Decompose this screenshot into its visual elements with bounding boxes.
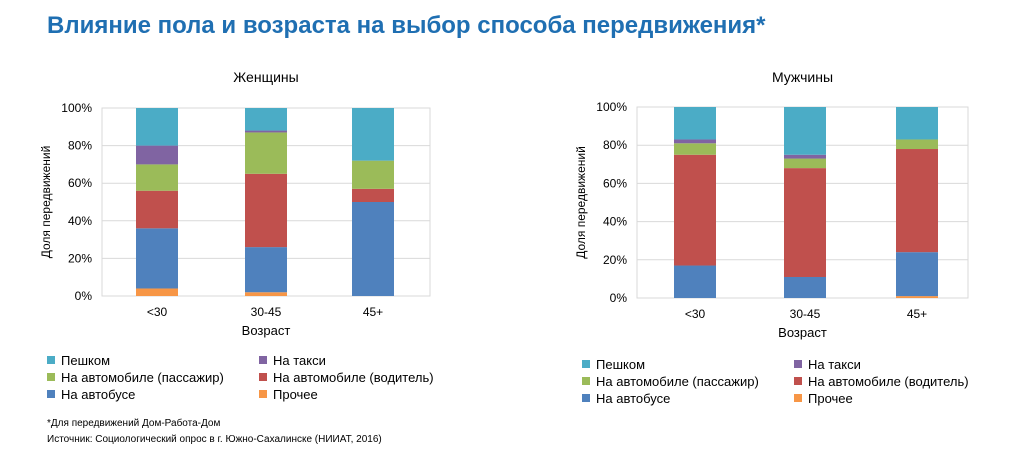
footnote-note: *Для передвижений Дом-Работа-Дом [47, 418, 221, 429]
women-bar-segment [245, 132, 287, 174]
men-x-axis-title: Возраст [778, 325, 827, 340]
women-y-tick-label: 100% [61, 101, 92, 115]
legend-women-item: На автомобиле (водитель) [259, 369, 479, 385]
legend-men-item: Прочее [794, 390, 1012, 406]
legend-women-item: На автомобиле (пассажир) [47, 369, 259, 385]
women-x-tick-label: <30 [147, 305, 168, 319]
men-bar-segment [896, 107, 938, 140]
men-bar-segment [674, 265, 716, 298]
legend-men: Пешком На такси На автомобиле (пассажир) На… [582, 356, 1012, 406]
legend-men-item: На такси [794, 356, 1012, 372]
men-bar-segment [674, 107, 716, 140]
men-bar-segment [674, 154, 716, 266]
legend-label: Прочее [273, 386, 318, 402]
legend-swatch [582, 394, 590, 402]
women-bar-segment [352, 188, 394, 202]
legend-swatch [794, 360, 802, 368]
women-bar-segment [245, 173, 287, 248]
legend-label: Пешком [61, 352, 111, 368]
women-bar-segment [352, 160, 394, 189]
legend-label: Прочее [808, 390, 853, 406]
women-bar-segment [136, 288, 178, 296]
men-bar-segment [784, 107, 826, 155]
legend-label: На автобусе [61, 386, 136, 402]
women-bar-segment [352, 202, 394, 296]
women-chart-title: Женщины [233, 69, 298, 85]
legend-label: На автомобиле (пассажир) [596, 373, 759, 389]
legend-women-item: На автобусе [47, 386, 259, 402]
legend-men-item: На автомобиле (пассажир) [582, 373, 794, 389]
women-bar-segment [245, 247, 287, 293]
legend-women-item: Пешком [47, 352, 259, 368]
legend-label: Пешком [596, 356, 646, 372]
legend-swatch [582, 360, 590, 368]
men-bar-segment [896, 149, 938, 253]
men-y-tick-label: 20% [603, 253, 627, 267]
women-y-axis-title: Доля передвижений [39, 146, 53, 259]
legend-men-item: На автобусе [582, 390, 794, 406]
women-bar-segment [136, 108, 178, 146]
legend-swatch [794, 377, 802, 385]
legend-label: На такси [808, 356, 861, 372]
legend-swatch [794, 394, 802, 402]
men-y-tick-label: 60% [603, 176, 627, 190]
women-y-tick-label: 0% [75, 289, 93, 303]
men-y-axis-title: Доля передвижений [574, 146, 588, 259]
men-y-tick-label: 40% [603, 215, 627, 229]
men-x-tick-label: 45+ [907, 307, 927, 321]
men-bar-segment [896, 296, 938, 298]
men-bar-segment [674, 139, 716, 144]
men-bar-segment [896, 252, 938, 297]
women-y-tick-label: 40% [68, 214, 92, 228]
footnote-source: Источник: Социологический опрос в г. Южн… [47, 434, 382, 445]
men-x-tick-label: <30 [685, 307, 706, 321]
legend-swatch [582, 377, 590, 385]
women-y-tick-label: 80% [68, 139, 92, 153]
legend-label: На такси [273, 352, 326, 368]
women-bar-segment [136, 164, 178, 191]
men-y-tick-label: 0% [610, 291, 628, 305]
legend-label: На автомобиле (пассажир) [61, 369, 224, 385]
men-chart-title: Мужчины [772, 69, 833, 85]
men-bar-segment [896, 139, 938, 150]
women-bar-segment [245, 108, 287, 131]
legend-swatch [259, 356, 267, 364]
men-bar-segment [784, 154, 826, 159]
men-x-tick-label: 30-45 [790, 307, 821, 321]
men-y-tick-label: 100% [596, 100, 627, 114]
men-bar-segment [784, 276, 826, 298]
women-bar-segment [136, 228, 178, 289]
women-x-tick-label: 45+ [363, 305, 383, 319]
legend-swatch [47, 356, 55, 364]
legend-swatch [47, 390, 55, 398]
women-bar-segment [136, 190, 178, 229]
legend-women-item: Прочее [259, 386, 479, 402]
women-bar-segment [352, 108, 394, 161]
legend-swatch [259, 390, 267, 398]
legend-label: На автомобиле (водитель) [808, 373, 969, 389]
page-title: Влияние пола и возраста на выбор способа… [47, 12, 766, 39]
legend-swatch [259, 373, 267, 381]
women-bar-segment [245, 292, 287, 296]
women-y-tick-label: 20% [68, 251, 92, 265]
legend-label: На автобусе [596, 390, 671, 406]
legend-men-item: На автомобиле (водитель) [794, 373, 1012, 389]
men-bar-segment [784, 158, 826, 169]
legend-women-item: На такси [259, 352, 479, 368]
men-bar-segment [784, 168, 826, 277]
men-bar-segment [674, 143, 716, 155]
women-x-tick-label: 30-45 [251, 305, 282, 319]
women-bar-segment [136, 145, 178, 165]
legend-men-item: Пешком [582, 356, 794, 372]
women-bar-segment [245, 130, 287, 133]
men-y-tick-label: 80% [603, 138, 627, 152]
women-y-tick-label: 60% [68, 176, 92, 190]
legend-swatch [47, 373, 55, 381]
women-x-axis-title: Возраст [242, 323, 291, 338]
legend-women: Пешком На такси На автомобиле (пассажир) На… [47, 352, 479, 402]
legend-label: На автомобиле (водитель) [273, 369, 434, 385]
